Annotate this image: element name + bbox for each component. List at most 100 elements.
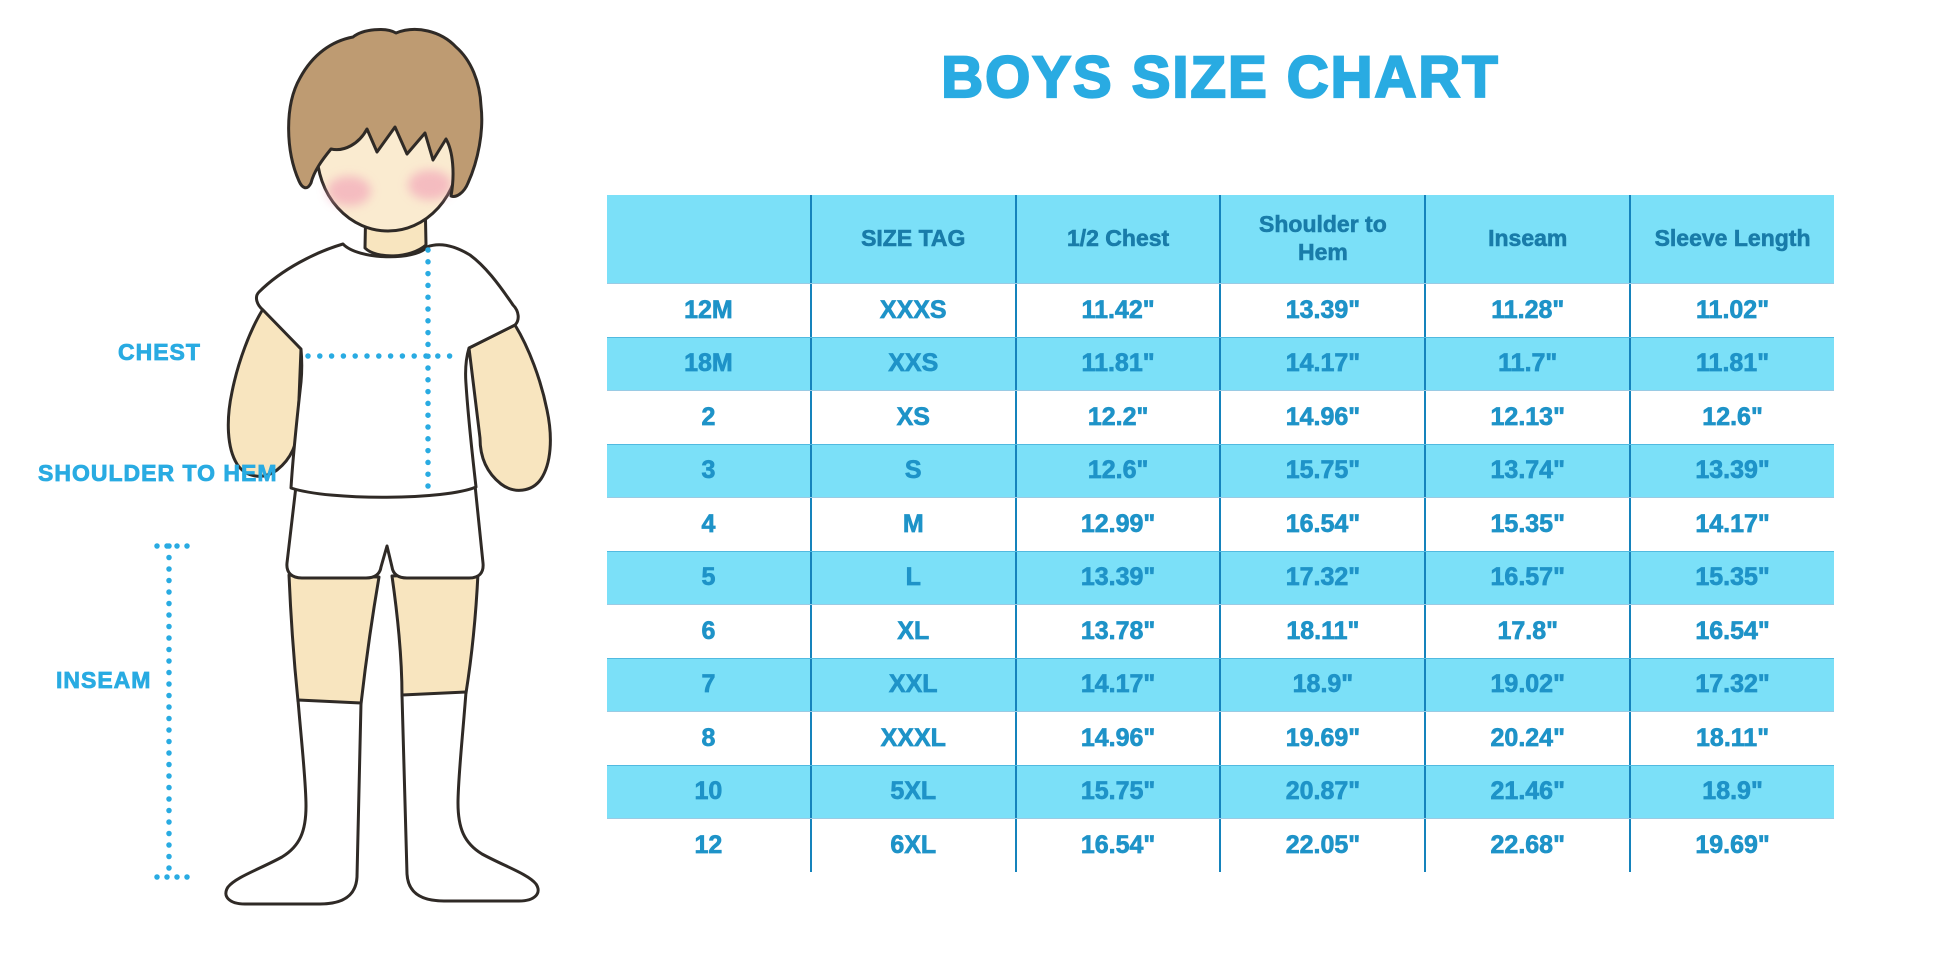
table-cell: 19.69" bbox=[1219, 712, 1424, 765]
table-row: 2 XS 12.2" 14.96" 12.13" 12.6" bbox=[607, 390, 1834, 444]
table-cell: L bbox=[809, 551, 1015, 604]
table-cell: 17.32" bbox=[1629, 658, 1834, 711]
table-cell: 15.75" bbox=[1014, 765, 1220, 818]
chest-label: CHEST bbox=[118, 339, 201, 366]
right-leg-shape bbox=[390, 571, 480, 698]
inseam-label: INSEAM bbox=[56, 667, 152, 694]
table-cell: 17.8" bbox=[1424, 605, 1629, 658]
table-cell: XXXL bbox=[809, 712, 1015, 765]
table-row: 7 XXL 14.17" 18.9" 19.02" 17.32" bbox=[607, 657, 1834, 711]
table-cell: 11.7" bbox=[1424, 337, 1629, 390]
table-row: 12M XXXS 11.42" 13.39" 11.28" 11.02" bbox=[607, 283, 1834, 337]
table-cell: 14.96" bbox=[1014, 712, 1220, 765]
table-cell: 14.17" bbox=[1014, 658, 1220, 711]
table-cell: 12.2" bbox=[1014, 391, 1220, 444]
table-cell: 22.68" bbox=[1424, 819, 1629, 872]
table-cell: XXXS bbox=[809, 284, 1015, 337]
table-cell: 12.99" bbox=[1014, 498, 1220, 551]
size-chart-table: SIZE TAG 1/2 Chest Shoulder to Hem Inseam Sl… bbox=[607, 195, 1834, 872]
table-cell: 14.96" bbox=[1219, 391, 1424, 444]
header-row: SIZE TAG 1/2 Chest Shoulder to Hem Inseam Sl… bbox=[607, 195, 1834, 283]
table-cell: 20.87" bbox=[1219, 765, 1424, 818]
right-arm-shape bbox=[467, 323, 552, 492]
table-cell: 6XL bbox=[809, 819, 1015, 872]
boy-illustration bbox=[154, 28, 552, 906]
page-title: BOYS SIZE CHART bbox=[940, 44, 1500, 111]
table-cell: 8 bbox=[701, 723, 716, 752]
table-cell: 15.75" bbox=[1219, 444, 1424, 497]
table-cell: 15.35" bbox=[1629, 551, 1834, 604]
measurement-figure: CHEST SHOULDER TO HEM INSEAM bbox=[0, 0, 600, 973]
table-cell: 19.02" bbox=[1424, 658, 1629, 711]
table-cell: 21.46" bbox=[1424, 765, 1629, 818]
table-cell: 13.39" bbox=[1629, 444, 1834, 497]
table-cell: S bbox=[809, 444, 1015, 497]
table-row: 5 L 13.39" 17.32" 16.57" 15.35" bbox=[607, 550, 1834, 604]
table-cell: 13.39" bbox=[1219, 284, 1424, 337]
left-sock-shape bbox=[224, 698, 363, 906]
cheek-left bbox=[327, 176, 371, 206]
table-cell: 10 bbox=[694, 777, 723, 806]
table-cell: 17.32" bbox=[1219, 551, 1424, 604]
table-cell: 14.17" bbox=[1629, 498, 1834, 551]
table-cell: XS bbox=[809, 391, 1015, 444]
shorts-shape bbox=[285, 483, 485, 580]
inseam-measure-line bbox=[154, 543, 196, 880]
table-cell: 13.39" bbox=[1014, 551, 1220, 604]
table-cell: 18M bbox=[684, 349, 733, 378]
header-cell: 1/2 Chest bbox=[1014, 195, 1220, 283]
table-cell: 11.42" bbox=[1014, 284, 1220, 337]
table-cell: XXL bbox=[809, 658, 1015, 711]
table-row: 12 6XL 16.54" 22.05" 22.68" 19.69" bbox=[607, 818, 1834, 872]
table-cell: 20.24" bbox=[1424, 712, 1629, 765]
table-cell: 16.57" bbox=[1424, 551, 1629, 604]
table-cell: 18.11" bbox=[1219, 605, 1424, 658]
shoulder-to-hem-label: SHOULDER TO HEM bbox=[38, 460, 278, 487]
header-cell: Inseam bbox=[1424, 195, 1629, 283]
table-row: 18M XXS 11.81" 14.17" 11.7" 11.81" bbox=[607, 336, 1834, 390]
table-cell: 13.74" bbox=[1424, 444, 1629, 497]
table-cell: 19.69" bbox=[1629, 819, 1834, 872]
header-cell bbox=[607, 195, 810, 283]
table-row: 3 S 12.6" 15.75" 13.74" 13.39" bbox=[607, 443, 1834, 497]
table-cell: 22.05" bbox=[1219, 819, 1424, 872]
table-cell: 12 bbox=[694, 830, 723, 859]
table-cell: 18.11" bbox=[1629, 712, 1834, 765]
cheek-right bbox=[408, 170, 452, 200]
table-cell: 11.81" bbox=[1629, 337, 1834, 390]
table-cell: XXS bbox=[809, 337, 1015, 390]
table-cell: 11.28" bbox=[1424, 284, 1629, 337]
right-sock-shape bbox=[400, 690, 540, 903]
table-row: 6 XL 13.78" 18.11" 17.8" 16.54" bbox=[607, 604, 1834, 658]
table-cell: 12.6" bbox=[1629, 391, 1834, 444]
tshirt-shape bbox=[254, 242, 520, 499]
table-cell: M bbox=[809, 498, 1015, 551]
table-cell: 12.6" bbox=[1014, 444, 1220, 497]
table-cell: 12M bbox=[684, 295, 733, 324]
table-cell: 15.35" bbox=[1424, 498, 1629, 551]
table-cell: 16.54" bbox=[1629, 605, 1834, 658]
table-cell: 18.9" bbox=[1219, 658, 1424, 711]
table-cell: 18.9" bbox=[1629, 765, 1834, 818]
table-cell: 16.54" bbox=[1219, 498, 1424, 551]
left-arm-shape bbox=[226, 307, 303, 478]
table-row: 4 M 12.99" 16.54" 15.35" 14.17" bbox=[607, 497, 1834, 551]
hair-shape bbox=[287, 28, 484, 198]
table-row: 8 XXXL 14.96" 19.69" 20.24" 18.11" bbox=[607, 711, 1834, 765]
table-cell: 14.17" bbox=[1219, 337, 1424, 390]
header-cell: SIZE TAG bbox=[809, 195, 1015, 283]
header-cell: Sleeve Length bbox=[1629, 195, 1834, 283]
table-cell: 5 bbox=[701, 563, 716, 592]
header-cell: Shoulder to Hem bbox=[1219, 195, 1424, 283]
table-cell: XL bbox=[809, 605, 1015, 658]
table-cell: 6 bbox=[701, 616, 716, 645]
table-cell: 13.78" bbox=[1014, 605, 1220, 658]
table-cell: 16.54" bbox=[1014, 819, 1220, 872]
table-cell: 3 bbox=[701, 456, 716, 485]
table-cell: 7 bbox=[701, 670, 716, 699]
table-cell: 2 bbox=[701, 402, 716, 431]
table-cell: 11.81" bbox=[1014, 337, 1220, 390]
table-cell: 5XL bbox=[809, 765, 1015, 818]
table-row: 10 5XL 15.75" 20.87" 21.46" 18.9" bbox=[607, 764, 1834, 818]
